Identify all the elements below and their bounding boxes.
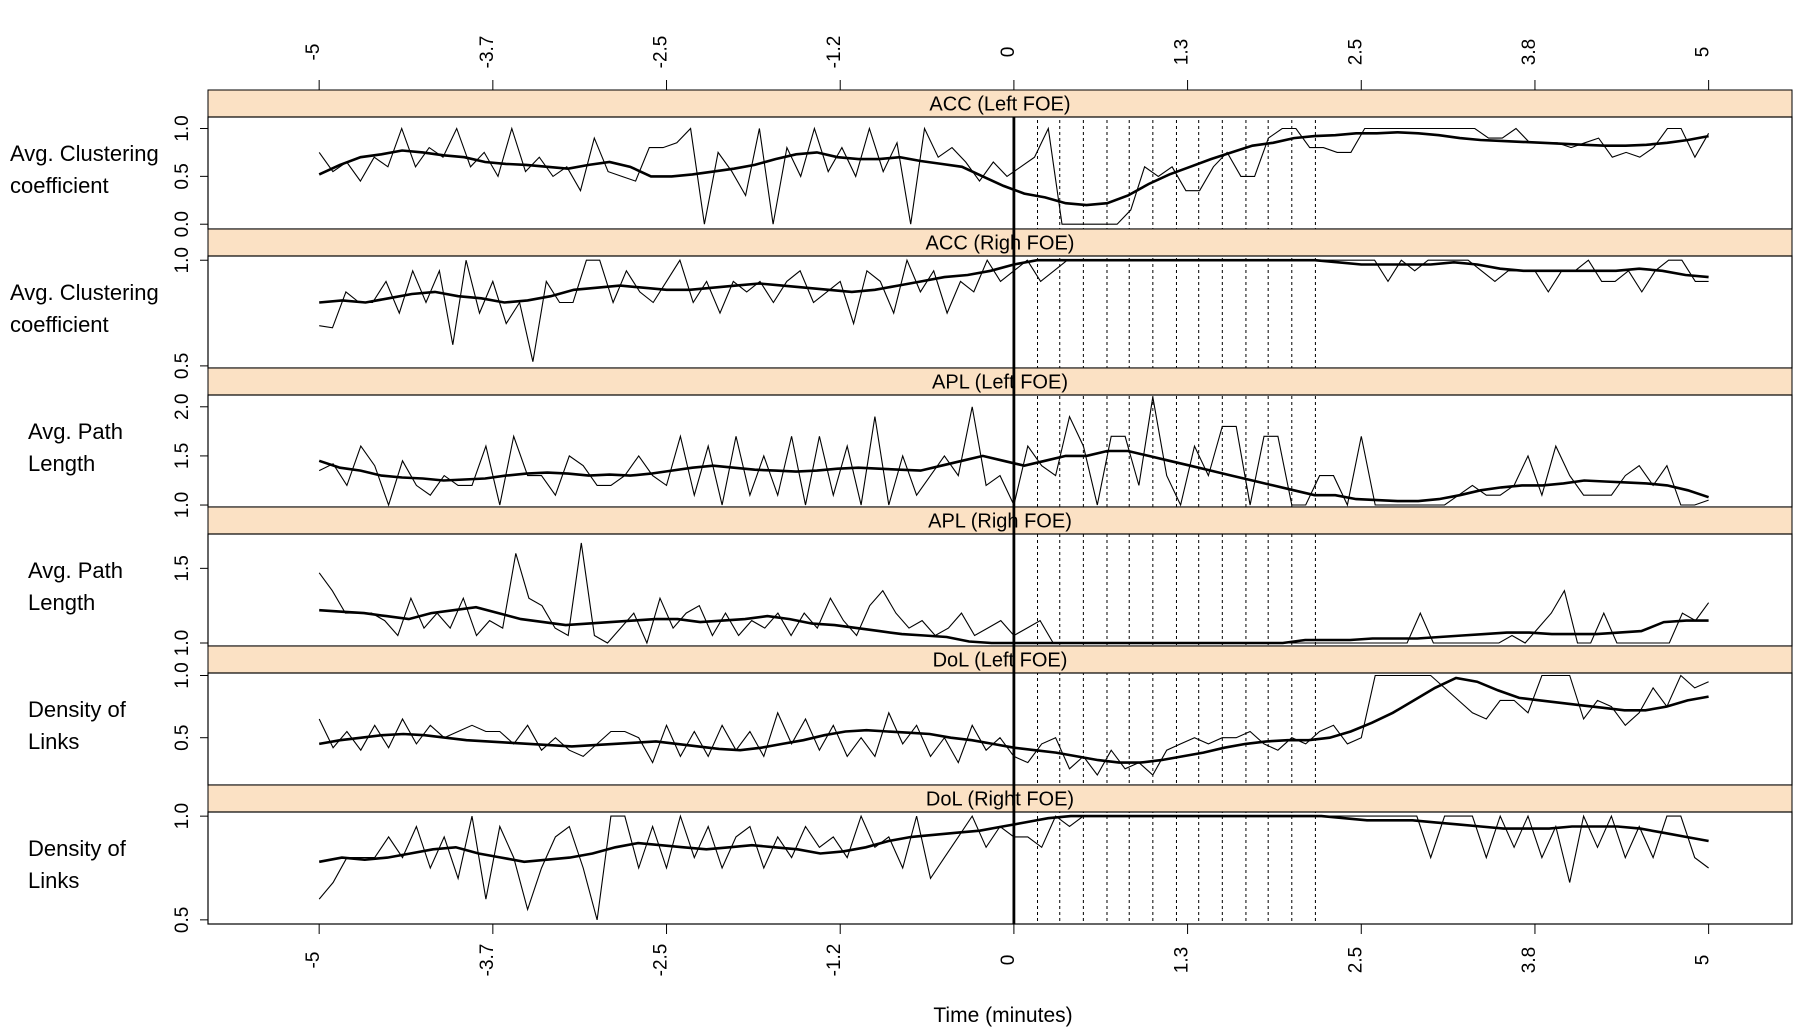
strip-title-2: ACC (Righ FOE) — [926, 233, 1075, 255]
xtick-bottom-label-6: 1.3 — [1172, 947, 1193, 973]
strip-2 — [207, 228, 1793, 257]
y-axis-title-3-line-1: Avg. Path — [28, 419, 123, 444]
y-axis-title-5-line-1: Density of — [28, 697, 127, 722]
axes-layer: 0.0 0.5 1.0 Avg. Clustering coefficient 0.5 1.… — [10, 36, 1714, 977]
ytick-label-1-1: 0.0 — [172, 211, 193, 237]
xtick-bottom-label-4: -1.2 — [824, 944, 845, 977]
xtick-bottom-label-5: 0 — [998, 955, 1019, 966]
xtick-bottom-label-3: -2.5 — [651, 944, 672, 977]
xtick-bottom-label-7: 2.5 — [1345, 947, 1366, 973]
strip-6 — [207, 784, 1793, 813]
y-axis-title-6-line-2: Links — [28, 868, 79, 893]
strip-1 — [207, 89, 1793, 118]
xtick-bottom-label-1: -5 — [303, 952, 324, 969]
xtick-bottom-label-9: 5 — [1693, 955, 1714, 966]
y-axis-title-6-line-1: Density of — [28, 836, 127, 861]
xtick-top-label-2: -3.7 — [477, 36, 498, 69]
strip-title-3: APL (Left FOE) — [932, 372, 1068, 394]
strip-title-6: DoL (Right FOE) — [926, 789, 1074, 811]
xtick-top-label-6: 1.3 — [1172, 39, 1193, 65]
ytick-label-2-2: 1.0 — [172, 247, 193, 273]
ytick-label-3-3: 2.0 — [172, 394, 193, 420]
strip-3 — [207, 367, 1793, 396]
ytick-label-6-2: 1.0 — [172, 803, 193, 829]
ytick-label-1-3: 1.0 — [172, 115, 193, 141]
ytick-label-5-2: 1.0 — [172, 662, 193, 688]
xtick-bottom-label-8: 3.8 — [1519, 947, 1540, 973]
xtick-top-label-3: -2.5 — [651, 36, 672, 69]
y-axis-title-4-line-2: Length — [28, 590, 95, 615]
xtick-top-label-9: 5 — [1693, 47, 1714, 58]
ytick-label-3-2: 1.5 — [172, 443, 193, 469]
panel-frame-6 — [207, 811, 1793, 925]
strip-title-1: ACC (Left FOE) — [929, 94, 1070, 116]
x-axis-title: Time (minutes) — [933, 1004, 1072, 1027]
xtick-top-label-4: -1.2 — [824, 36, 845, 69]
y-axis-title-2-line-2: coefficient — [10, 312, 109, 337]
y-axis-title-1-line-1: Avg. Clustering — [10, 141, 159, 166]
ytick-label-2-1: 0.5 — [172, 353, 193, 379]
xtick-top-label-1: -5 — [303, 44, 324, 61]
ytick-label-5-1: 0.5 — [172, 725, 193, 751]
y-axis-title-3-line-2: Length — [28, 451, 95, 476]
y-axis-title-2-line-1: Avg. Clustering — [10, 280, 159, 305]
y-axis-title-1-line-2: coefficient — [10, 173, 109, 198]
ytick-label-1-2: 0.5 — [172, 163, 193, 189]
strip-title-5: DoL (Left FOE) — [933, 650, 1068, 672]
xtick-bottom-label-2: -3.7 — [477, 944, 498, 977]
strip-title-4: APL (Righ FOE) — [928, 511, 1072, 533]
ytick-label-6-1: 0.5 — [172, 907, 193, 933]
xtick-top-label-7: 2.5 — [1345, 39, 1366, 65]
y-axis-title-5-line-2: Links — [28, 729, 79, 754]
ytick-label-4-2: 1.5 — [172, 555, 193, 581]
strip-4 — [207, 506, 1793, 535]
ytick-label-3-1: 1.0 — [172, 492, 193, 518]
y-axis-title-4-line-1: Avg. Path — [28, 558, 123, 583]
panels-layer: ACC (Left FOE) ACC (Righ FOE) APL (Left FO… — [207, 89, 1793, 925]
ytick-label-4-1: 1.0 — [172, 630, 193, 656]
xtick-top-label-8: 3.8 — [1519, 39, 1540, 65]
xtick-top-label-5: 0 — [998, 47, 1019, 58]
strip-5 — [207, 645, 1793, 674]
